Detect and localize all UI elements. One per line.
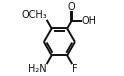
Text: O: O bbox=[68, 2, 76, 12]
Text: OH: OH bbox=[81, 16, 96, 26]
Text: H₂N: H₂N bbox=[28, 64, 47, 74]
Text: F: F bbox=[72, 64, 78, 74]
Text: OCH₃: OCH₃ bbox=[21, 10, 47, 20]
